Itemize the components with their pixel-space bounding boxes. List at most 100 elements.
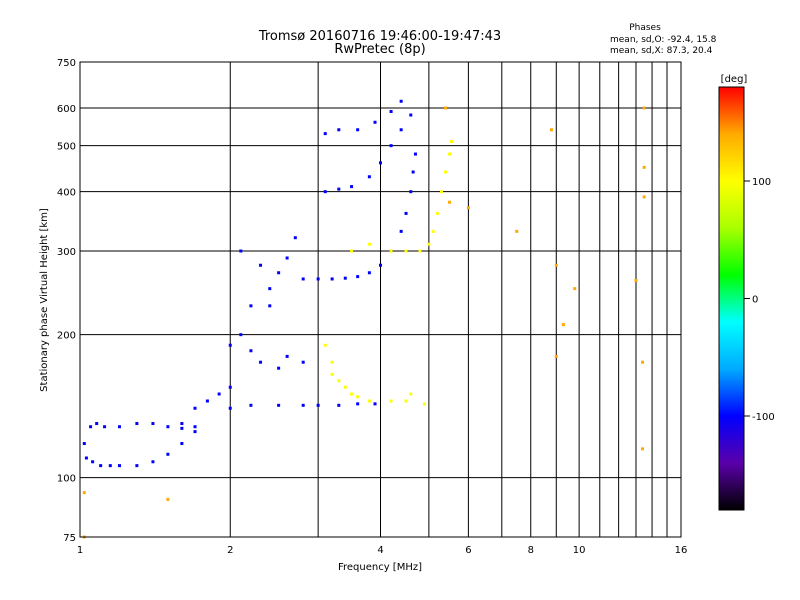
data-point (249, 349, 253, 353)
x-tick-label: 8 (528, 545, 534, 556)
data-point (389, 399, 393, 403)
data-point (343, 276, 347, 280)
data-point (323, 190, 327, 194)
data-point (323, 132, 327, 136)
data-point (449, 140, 453, 144)
x-tick-label: 1 (77, 545, 83, 556)
data-point (268, 304, 272, 308)
data-point (277, 403, 281, 407)
data-point (151, 422, 155, 426)
data-point (409, 190, 413, 194)
data-point (249, 304, 253, 308)
data-point (466, 206, 470, 210)
x-tick-label: 4 (377, 545, 383, 556)
data-point (268, 287, 272, 291)
data-point (367, 175, 371, 179)
grid-lines (79, 61, 682, 538)
data-point (118, 464, 122, 468)
data-point (285, 256, 289, 260)
data-point (316, 277, 320, 281)
data-point (330, 360, 334, 364)
data-point (285, 354, 289, 358)
data-point (337, 379, 341, 383)
data-point (389, 144, 393, 148)
data-point (343, 385, 347, 389)
data-point (293, 236, 297, 240)
data-point (277, 366, 281, 370)
data-point (367, 399, 371, 403)
colorbar-tick-label: -100 (752, 412, 775, 423)
data-point (337, 403, 341, 407)
chart-subtitle: RwPretec (8p) (334, 42, 425, 57)
x-tick-label: 2 (227, 545, 233, 556)
y-tick-label: 75 (63, 533, 76, 544)
data-point (118, 425, 122, 429)
data-point (379, 263, 382, 267)
data-point (634, 279, 638, 283)
plot-frame (79, 61, 682, 538)
data-point (89, 425, 93, 429)
data-point (99, 464, 103, 468)
data-point (82, 491, 86, 495)
data-point (399, 229, 403, 233)
y-axis-label: Stationary phase Virtual Height [km] (39, 208, 50, 392)
data-point (193, 406, 197, 410)
data-point (642, 165, 646, 169)
data-point (193, 430, 197, 434)
data-point (108, 464, 112, 468)
colorbar-ticks: 100 0 -100 (744, 177, 775, 423)
data-point (239, 333, 243, 337)
data-point (404, 399, 408, 403)
data-point (239, 249, 243, 253)
data-point (84, 456, 88, 460)
data-point (228, 385, 232, 389)
data-point (259, 360, 263, 364)
stats-line-o: mean, sd,O: -92.4, 15.8 (610, 35, 717, 45)
y-tick-label: 300 (57, 247, 76, 258)
data-point (389, 249, 393, 253)
data-point (356, 128, 360, 132)
data-point (205, 399, 209, 403)
x-tick-label: 10 (573, 545, 586, 556)
data-point (316, 403, 320, 407)
data-point (444, 170, 448, 174)
data-point (135, 464, 139, 468)
data-point (367, 271, 371, 275)
data-point (166, 425, 170, 429)
colorbar-label: [deg] (721, 74, 748, 85)
data-point (217, 392, 221, 396)
data-point (323, 343, 327, 347)
data-point (277, 271, 281, 275)
data-point (422, 402, 426, 406)
data-point (440, 190, 444, 194)
tick-labels: 1 2 4 6 8 10 16 75 100 200 300 400 500 600 750 (57, 58, 687, 556)
data-point (573, 287, 577, 291)
y-tick-label: 200 (57, 331, 76, 342)
data-point (642, 106, 646, 110)
data-point (641, 447, 645, 451)
data-point (549, 128, 553, 132)
data-point (435, 211, 439, 215)
data-point (301, 277, 305, 281)
data-point (350, 185, 354, 189)
y-tick-label: 750 (57, 58, 76, 69)
data-point (379, 161, 382, 165)
data-point (91, 460, 95, 464)
data-point (193, 425, 197, 429)
data-point (356, 402, 360, 406)
data-point (180, 422, 184, 426)
data-point (431, 229, 435, 233)
y-tick-label: 500 (57, 142, 76, 153)
data-point (411, 170, 415, 174)
data-point (367, 242, 371, 246)
data-point (249, 403, 253, 407)
y-tick-label: 600 (57, 104, 76, 115)
data-point (82, 442, 86, 446)
data-point (561, 323, 565, 327)
data-point (554, 263, 558, 267)
data-point (166, 497, 170, 501)
data-point (642, 195, 646, 199)
data-point (337, 128, 341, 132)
data-point (399, 99, 403, 103)
